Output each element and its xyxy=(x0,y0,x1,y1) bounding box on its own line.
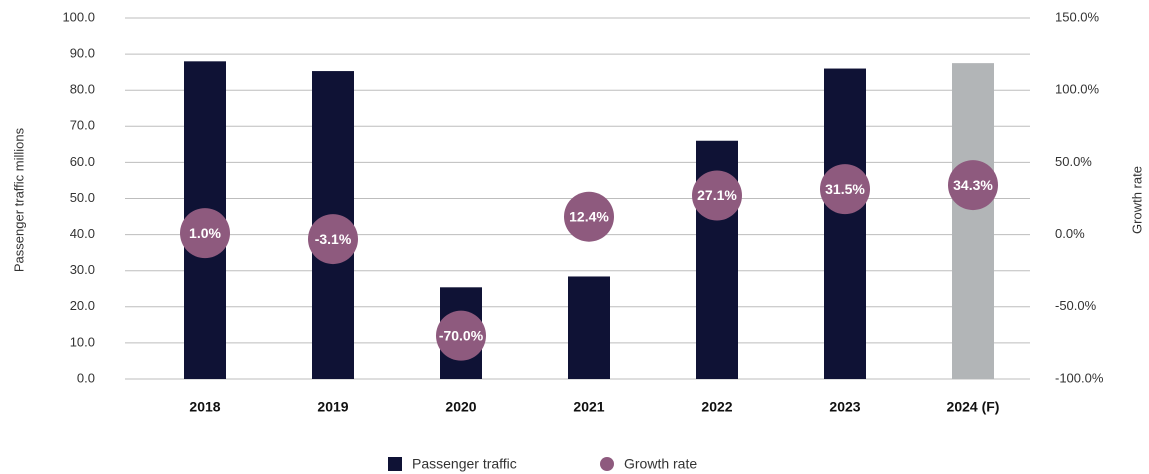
y-tick-label: 20.0 xyxy=(70,298,95,313)
data-label: -70.0% xyxy=(439,327,484,343)
y-tick-label: 80.0 xyxy=(70,82,95,97)
y2-tick-label: 0.0% xyxy=(1055,226,1085,241)
y-tick-label: 90.0 xyxy=(70,46,95,61)
growth-marker xyxy=(692,170,742,221)
data-label: -3.1% xyxy=(315,231,352,247)
bar xyxy=(952,63,994,379)
bar xyxy=(824,68,866,379)
y-tick-label: 10.0 xyxy=(70,334,95,349)
growth-marker xyxy=(564,191,614,242)
x-tick-label: 2019 xyxy=(317,399,348,415)
x-tick-label: 2021 xyxy=(573,399,604,415)
y2-axis-title: Growth rate xyxy=(1129,166,1144,234)
y-tick-label: 100.0 xyxy=(62,9,95,24)
legend-swatch xyxy=(600,457,614,471)
data-label: 31.5% xyxy=(825,181,865,197)
y-tick-label: 50.0 xyxy=(70,190,95,205)
growth-marker xyxy=(820,164,870,215)
y2-tick-label: -50.0% xyxy=(1055,298,1097,313)
y-tick-label: 60.0 xyxy=(70,154,95,169)
y-tick-label: 0.0 xyxy=(77,370,95,385)
y-tick-label: 70.0 xyxy=(70,118,95,133)
y-tick-label: 40.0 xyxy=(70,226,95,241)
growth-marker xyxy=(436,310,486,361)
x-tick-label: 2020 xyxy=(445,399,476,415)
x-tick-label: 2024 (F) xyxy=(947,399,1000,415)
y2-tick-label: 50.0% xyxy=(1055,154,1092,169)
growth-marker xyxy=(948,160,998,211)
legend-swatch xyxy=(388,457,402,471)
x-tick-label: 2018 xyxy=(189,399,220,415)
legend-label: Passenger traffic xyxy=(412,456,517,472)
x-tick-label: 2023 xyxy=(829,399,860,415)
bar xyxy=(568,276,610,379)
x-tick-label: 2022 xyxy=(701,399,732,415)
growth-marker xyxy=(180,208,230,259)
y2-tick-label: 150.0% xyxy=(1055,9,1100,24)
data-label: 34.3% xyxy=(953,177,993,193)
y-axis-title: Passenger traffic millions xyxy=(11,127,26,272)
data-label: 12.4% xyxy=(569,208,609,224)
data-label: 1.0% xyxy=(189,225,221,241)
growth-marker xyxy=(308,214,358,265)
legend-label: Growth rate xyxy=(624,456,697,472)
y2-tick-label: 100.0% xyxy=(1055,82,1100,97)
y-tick-label: 30.0 xyxy=(70,262,95,277)
y2-tick-label: -100.0% xyxy=(1055,370,1104,385)
data-label: 27.1% xyxy=(697,187,737,203)
